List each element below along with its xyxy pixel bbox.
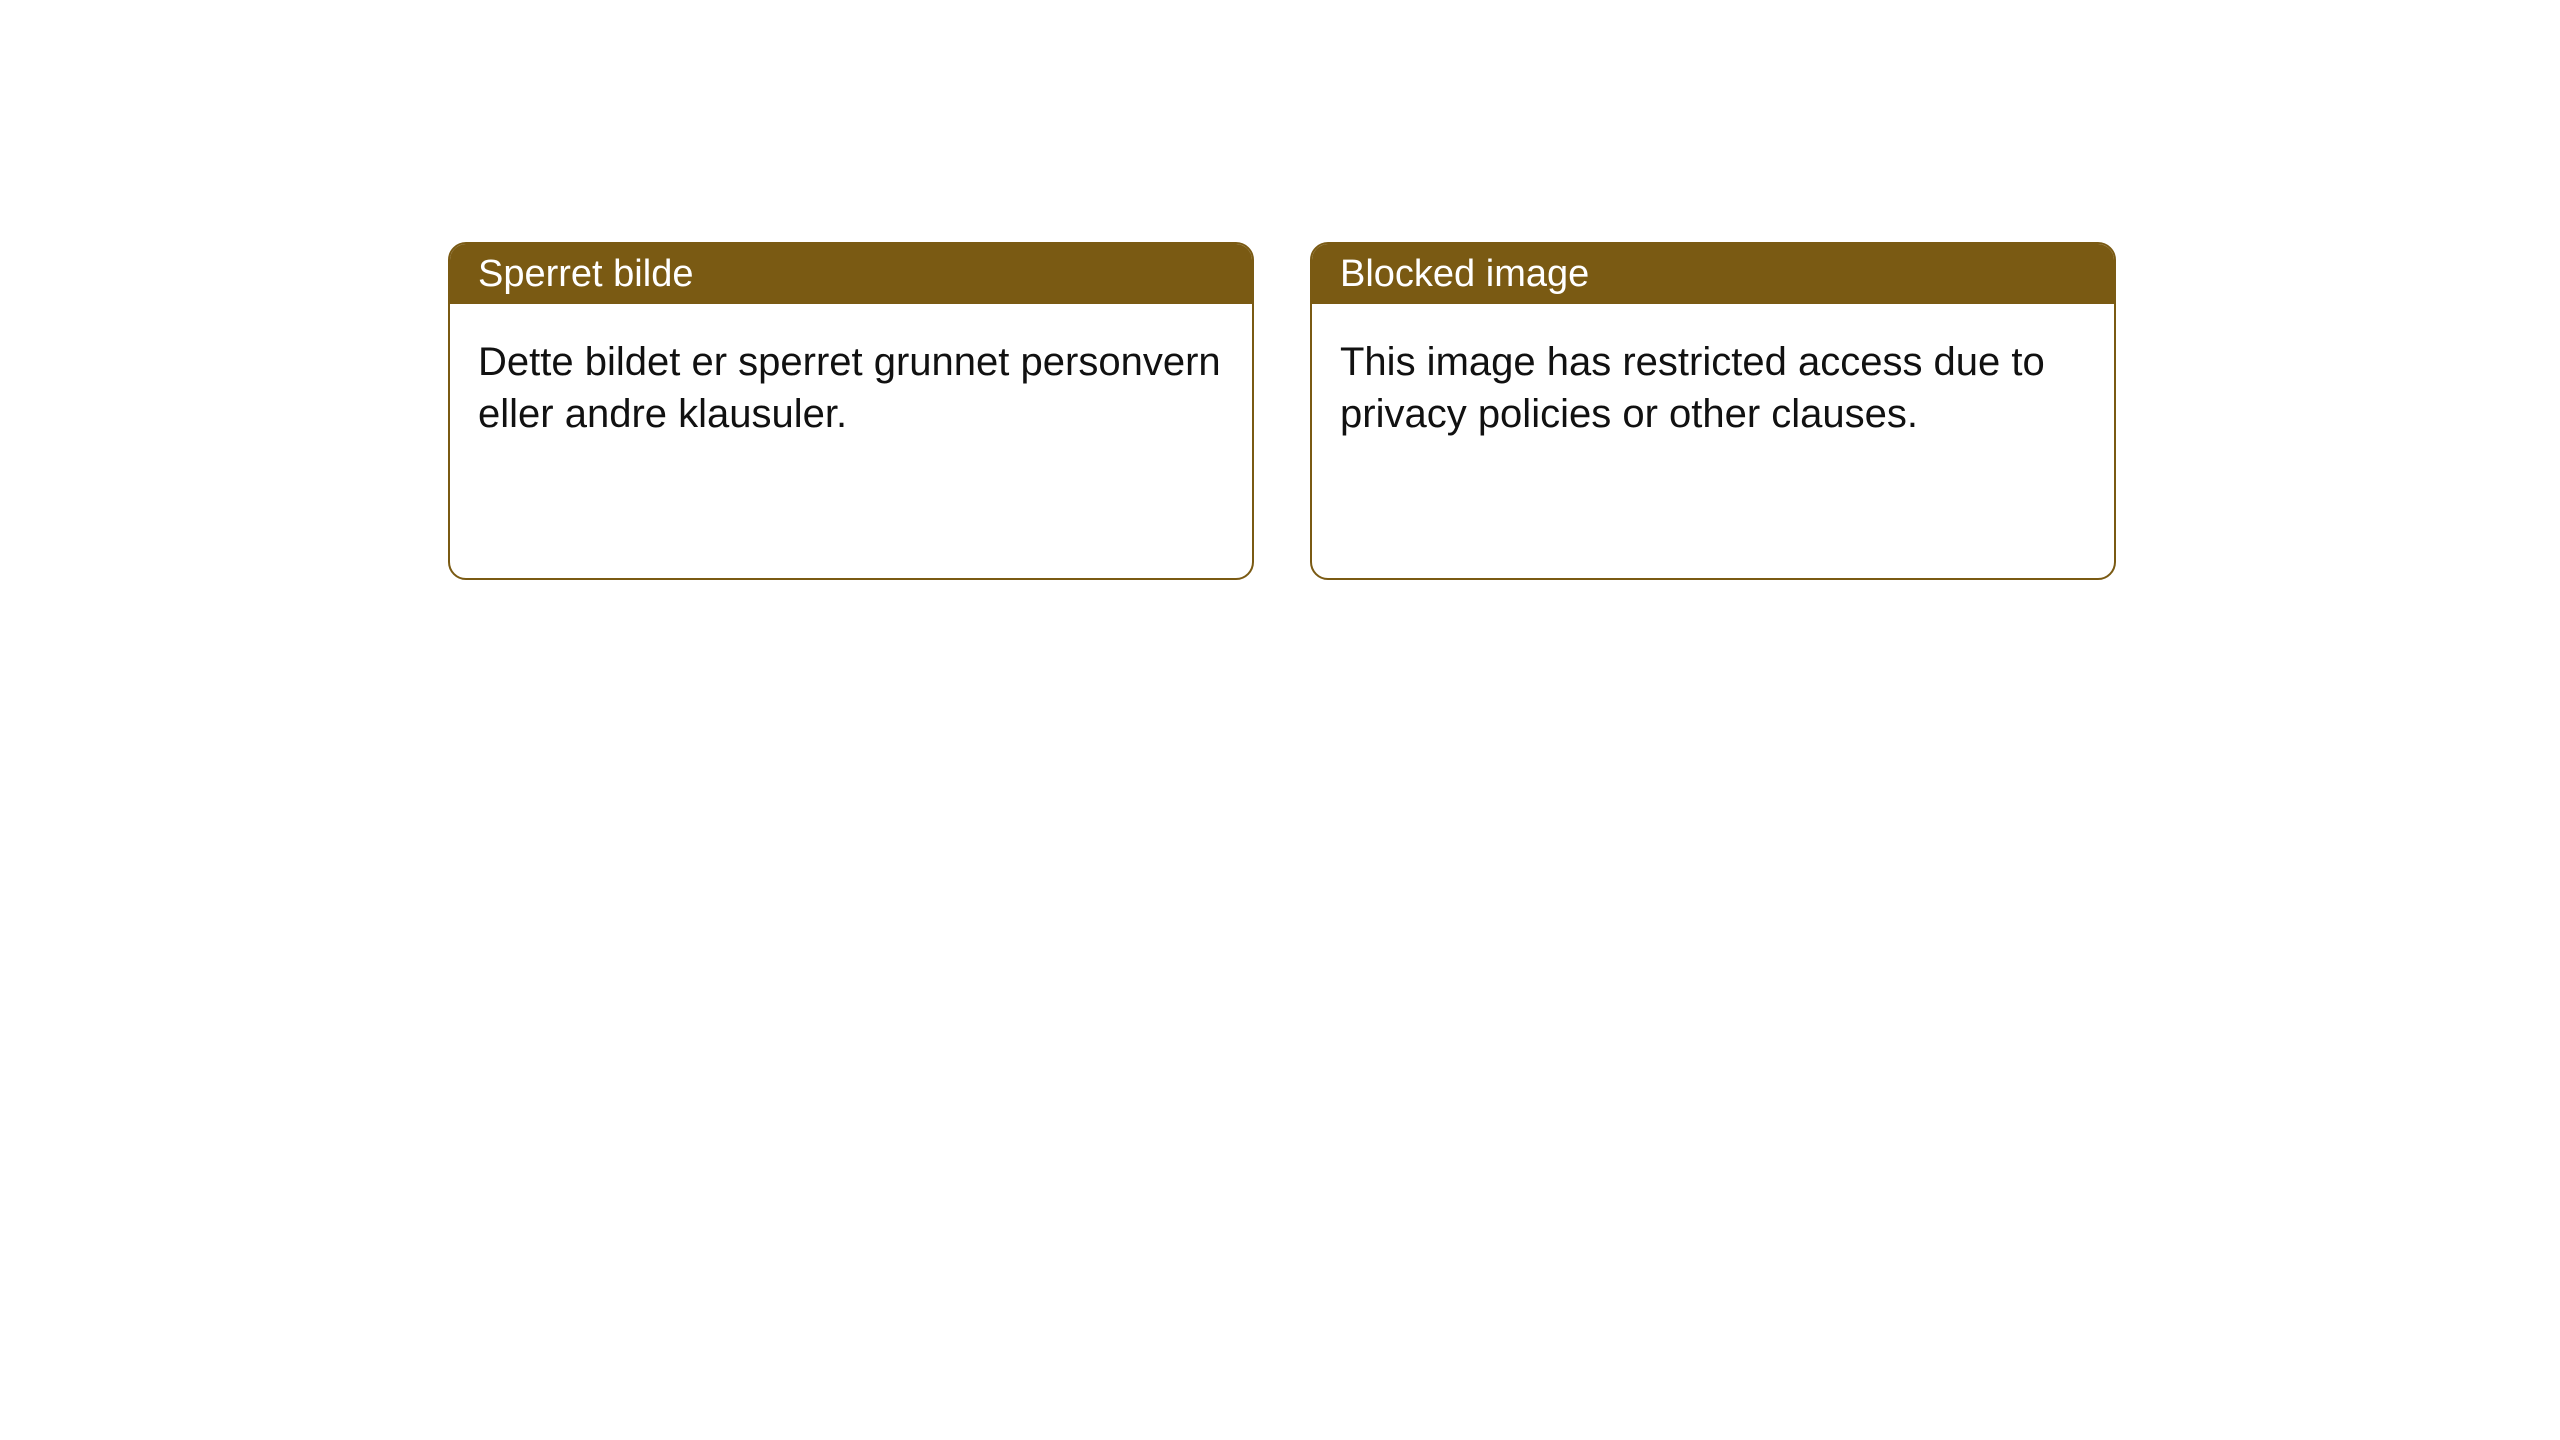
notice-card-english: Blocked image This image has restricted … <box>1310 242 2116 580</box>
card-title: Sperret bilde <box>478 253 693 296</box>
card-title: Blocked image <box>1340 253 1589 296</box>
card-message: Dette bildet er sperret grunnet personve… <box>478 336 1224 440</box>
card-header: Blocked image <box>1312 244 2114 304</box>
card-header: Sperret bilde <box>450 244 1252 304</box>
card-message: This image has restricted access due to … <box>1340 336 2086 440</box>
card-body: This image has restricted access due to … <box>1312 304 2114 578</box>
notice-cards-container: Sperret bilde Dette bildet er sperret gr… <box>448 242 2116 580</box>
notice-card-norwegian: Sperret bilde Dette bildet er sperret gr… <box>448 242 1254 580</box>
card-body: Dette bildet er sperret grunnet personve… <box>450 304 1252 578</box>
